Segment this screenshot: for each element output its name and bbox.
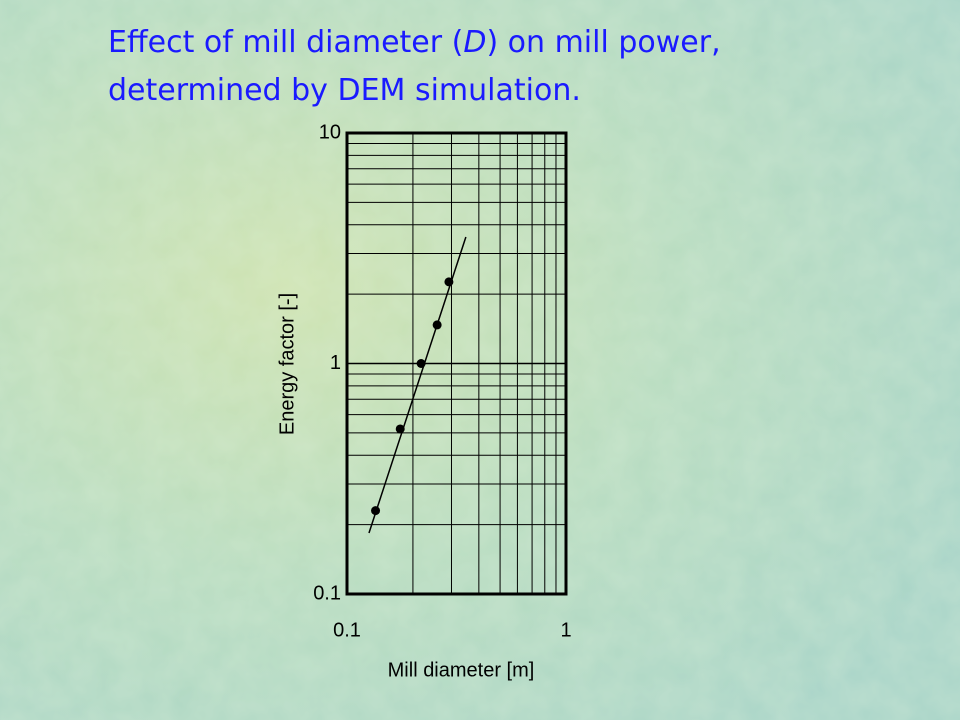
y-axis-label: Energy factor [-]: [276, 293, 298, 435]
title-part: ) on mill power,: [486, 25, 720, 60]
y-tick-label: 1: [330, 352, 341, 374]
x-axis-label: Mill diameter [m]: [388, 659, 535, 681]
plot: 0.1 1 0.1 1 10: [313, 121, 571, 641]
title-part: D: [463, 25, 486, 60]
title-part: Effect of mill diameter (: [108, 25, 463, 60]
x-tick-label: 1: [560, 619, 571, 641]
plot-frame: [345, 131, 568, 596]
fit-line: [368, 236, 467, 534]
y-tick-label: 0.1: [313, 582, 341, 604]
x-tick-label: 0.1: [333, 619, 361, 641]
title-line-1: Effect of mill diameter (D) on mill powe…: [108, 25, 721, 60]
y-tick-label: 10: [319, 121, 341, 143]
title-line-2: determined by DEM simulation.: [108, 73, 581, 108]
